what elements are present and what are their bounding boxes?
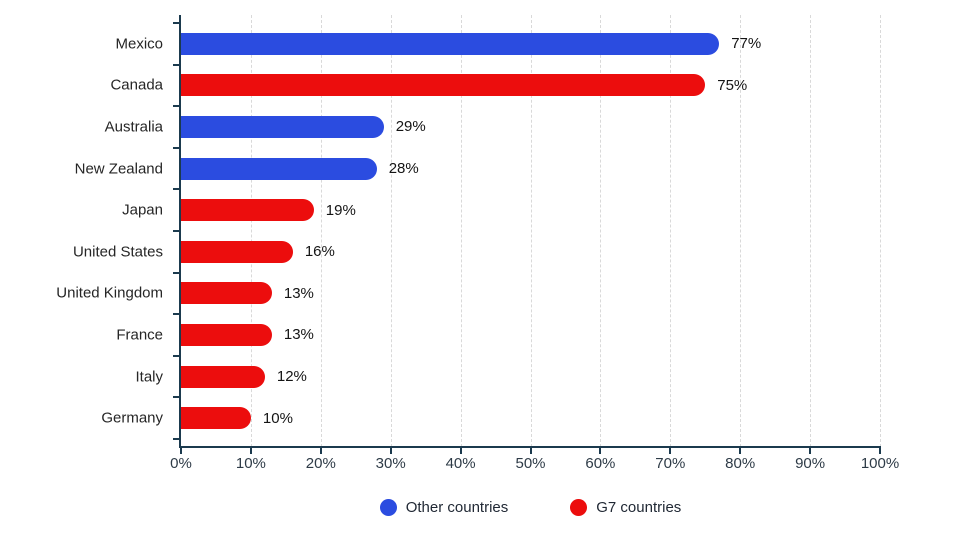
legend-item-g7-countries: G7 countries xyxy=(570,498,682,516)
gridline-60 xyxy=(600,15,602,447)
legend-item-other-countries: Other countries xyxy=(379,498,509,516)
y-tick xyxy=(173,396,179,399)
y-tick xyxy=(173,438,179,440)
gridline-40 xyxy=(460,15,462,447)
x-tick-label: 50% xyxy=(515,455,546,472)
category-label: Germany xyxy=(101,409,163,427)
y-tick xyxy=(173,230,179,232)
bar xyxy=(181,115,384,138)
value-label: 13% xyxy=(283,284,314,302)
bar xyxy=(181,32,720,55)
y-tick xyxy=(173,313,179,316)
value-label: 10% xyxy=(262,409,293,427)
gridline-10 xyxy=(250,15,252,447)
legend-swatch-circle-icon xyxy=(570,498,588,516)
bar xyxy=(181,365,265,388)
value-label: 77% xyxy=(731,35,762,53)
x-tick-0 xyxy=(180,448,182,454)
category-label: United Kingdom xyxy=(56,284,163,302)
x-tick-20 xyxy=(319,448,322,454)
x-tick-50 xyxy=(529,448,532,454)
bar-row-new-zealand: New Zealand 28% xyxy=(75,148,880,190)
gridline-100 xyxy=(880,15,881,447)
x-tick-100 xyxy=(879,448,881,454)
y-tick xyxy=(173,146,179,149)
x-tick-label: 60% xyxy=(585,455,616,472)
bar-row-australia: Australia 29% xyxy=(105,106,880,148)
value-label: 12% xyxy=(276,368,307,386)
x-tick-label: 100% xyxy=(860,455,900,472)
bar-row-canada: Canada 75% xyxy=(110,65,880,107)
bar-row-mexico: Mexico 77% xyxy=(115,23,880,65)
category-label: Canada xyxy=(110,76,163,94)
value-label: 19% xyxy=(325,201,356,219)
x-tick-label: 0% xyxy=(170,455,192,472)
category-label: New Zealand xyxy=(74,160,163,178)
plot-area: Mexico 77% Canada 75% Australia 29% New Zealan… xyxy=(56,15,881,447)
category-label: France xyxy=(116,326,163,344)
gridline-90 xyxy=(810,15,812,447)
value-label: 28% xyxy=(388,160,419,178)
bar-row-united-states: United States 16% xyxy=(73,231,880,273)
bar xyxy=(181,157,377,180)
x-tick-10 xyxy=(249,448,252,454)
x-tick-label: 70% xyxy=(655,455,686,472)
x-tick-60 xyxy=(599,448,602,454)
legend-label: G7 countries xyxy=(596,498,682,516)
legend-label: Other countries xyxy=(405,498,509,516)
x-tick-80 xyxy=(739,448,742,454)
x-axis-line xyxy=(179,446,881,448)
y-axis-line xyxy=(179,15,181,447)
x-tick-label: 30% xyxy=(375,455,406,472)
gridline-20 xyxy=(320,15,322,447)
value-label: 13% xyxy=(283,326,314,344)
gridline-50 xyxy=(530,15,532,447)
x-tick-70 xyxy=(669,448,672,454)
gridline-70 xyxy=(670,15,672,447)
bar xyxy=(181,282,272,305)
x-tick-label: 10% xyxy=(235,455,266,472)
x-tick-label: 90% xyxy=(795,455,826,472)
gridline-30 xyxy=(390,15,392,447)
category-label: Mexico xyxy=(115,35,163,53)
y-tick xyxy=(173,188,179,191)
bar-row-germany: Germany 10% xyxy=(101,397,880,439)
y-tick xyxy=(173,22,179,24)
bar xyxy=(181,323,272,346)
bar xyxy=(181,74,706,97)
y-tick xyxy=(173,105,179,108)
x-tick-90 xyxy=(809,448,812,454)
x-tick-30 xyxy=(389,448,392,454)
value-label: 16% xyxy=(304,243,335,261)
bar-rows: Mexico 77% Canada 75% Australia 29% New Zealan… xyxy=(56,15,880,447)
bar xyxy=(181,199,314,222)
category-label: Japan xyxy=(122,201,163,219)
x-tick-label: 40% xyxy=(445,455,476,472)
y-tick xyxy=(173,63,179,66)
value-label: 75% xyxy=(717,76,748,94)
value-label: 29% xyxy=(395,118,426,136)
category-label: Australia xyxy=(104,118,163,136)
bar-row-italy: Italy 12% xyxy=(135,356,880,398)
bar xyxy=(181,240,293,263)
bar-row-france: France 13% xyxy=(116,314,880,356)
bar-row-united-kingdom: United Kingdom 13% xyxy=(56,273,880,315)
bar-row-japan: Japan 19% xyxy=(122,189,880,231)
legend-swatch-circle-icon xyxy=(379,498,397,516)
category-label: United States xyxy=(72,243,163,261)
x-tick-label: 20% xyxy=(305,455,336,472)
y-tick xyxy=(173,271,179,274)
category-label: Italy xyxy=(135,368,163,386)
gridline-80 xyxy=(740,15,742,447)
y-tick xyxy=(173,354,179,357)
bar xyxy=(181,407,251,430)
x-tick-label: 80% xyxy=(725,455,756,472)
x-tick-40 xyxy=(459,448,462,454)
legend: Other countries G7 countries xyxy=(181,492,880,522)
